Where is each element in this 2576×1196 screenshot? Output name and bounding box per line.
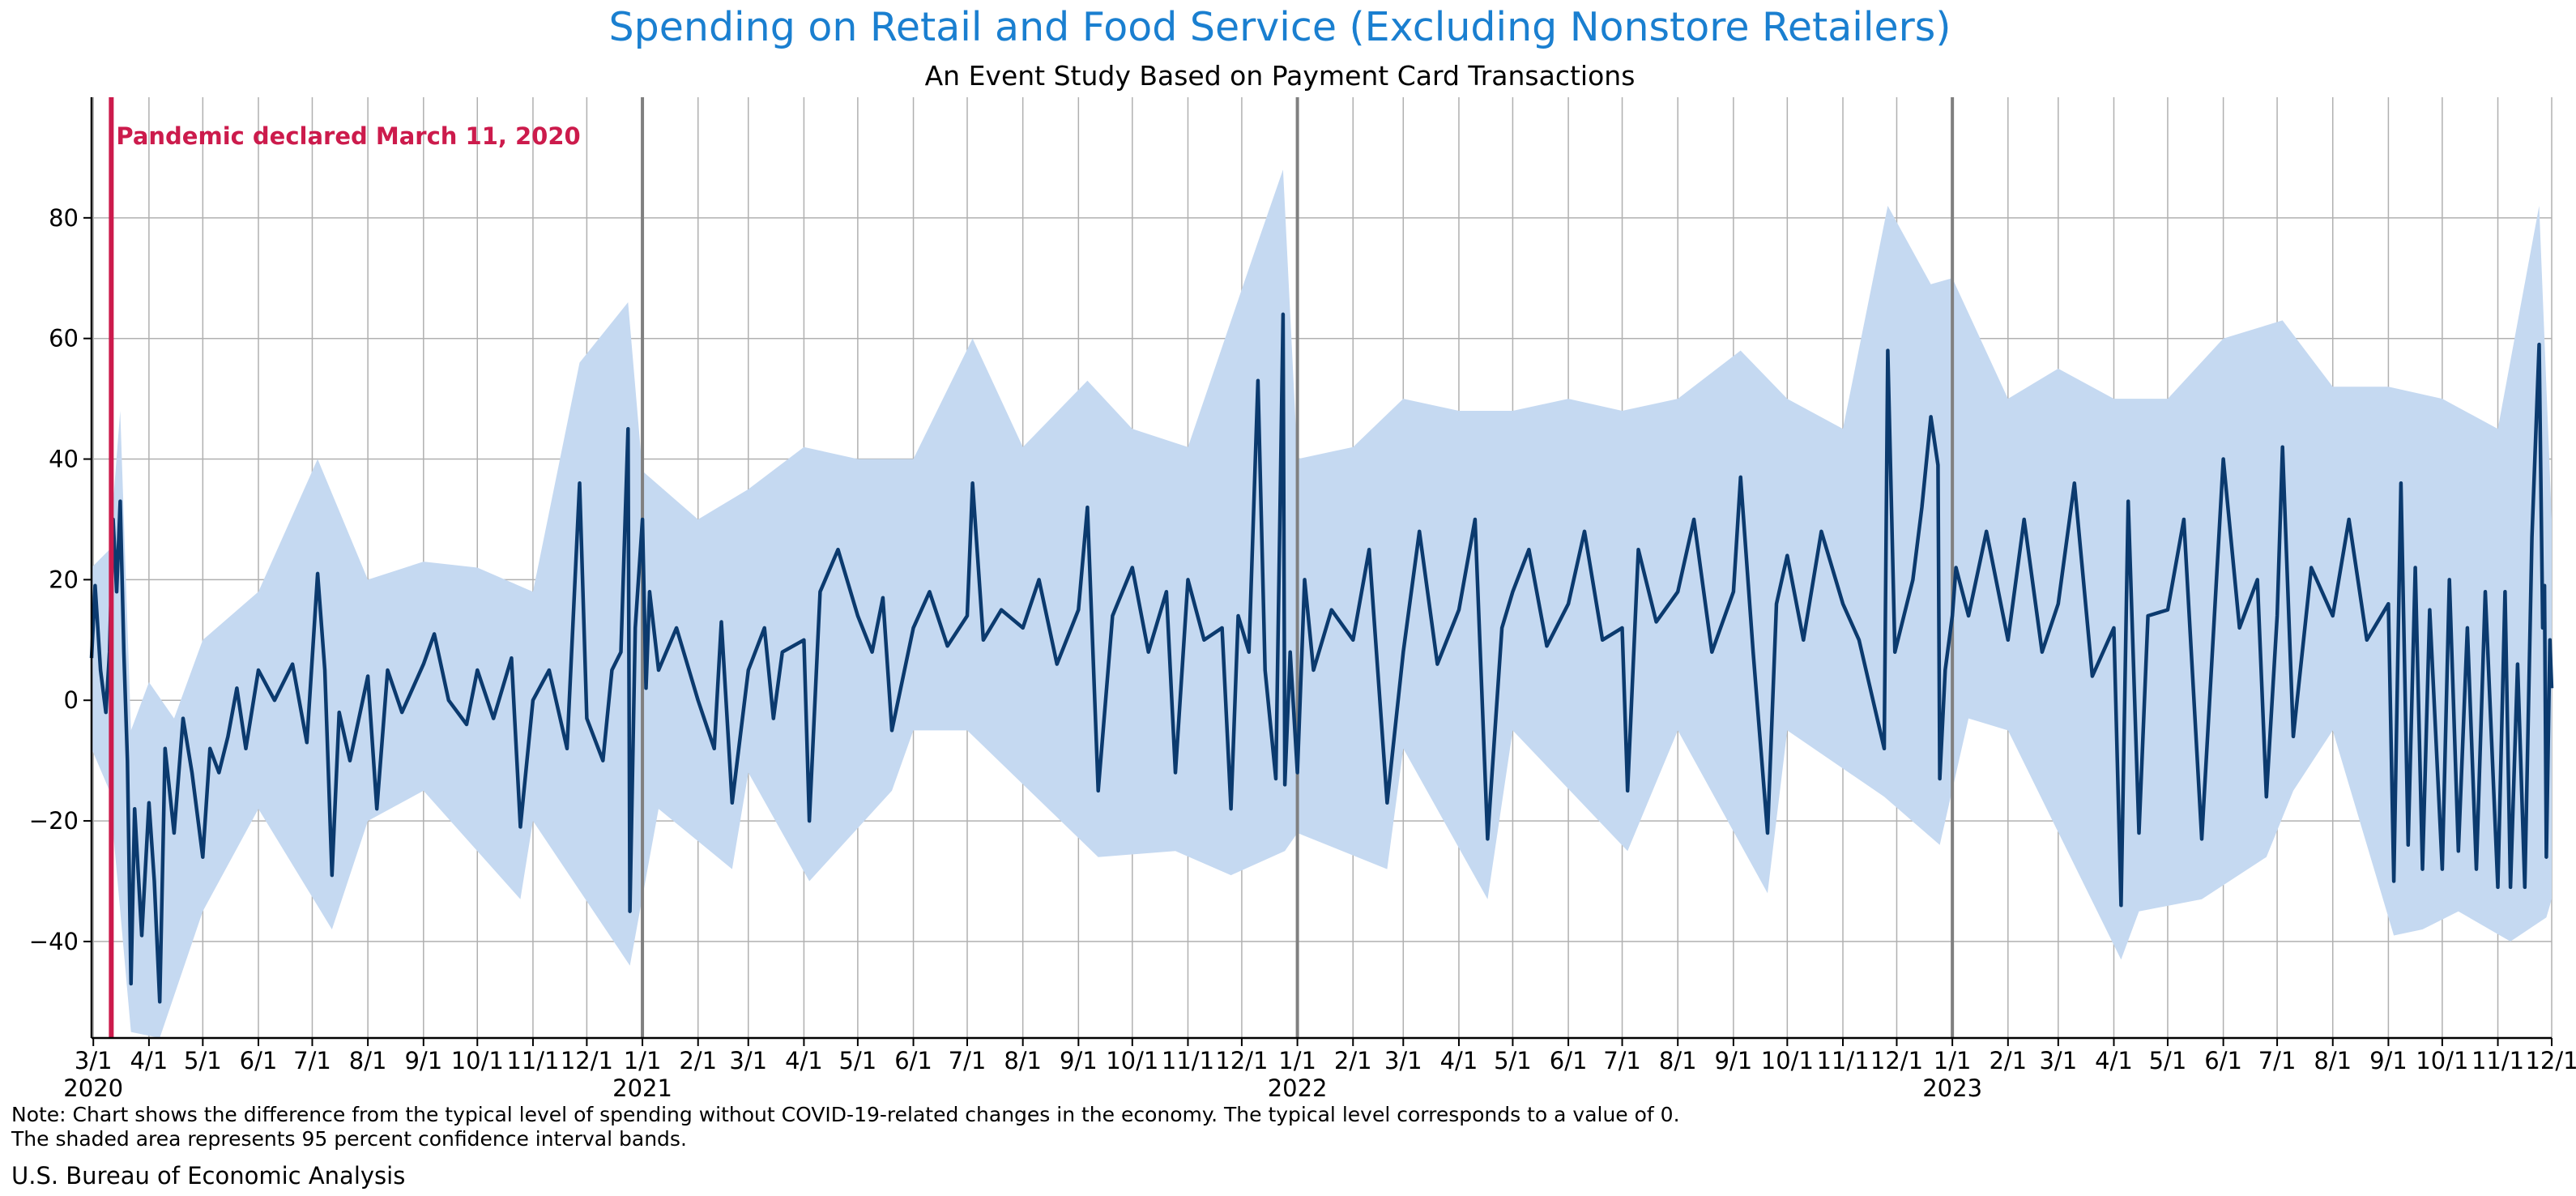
x-axis-ticks: 3/1 4/1 5/1 6/1 7/1 8/1 9/1 10/1 11/1 12/1 1/1 2/1 3… — [63, 1038, 2576, 1102]
x-tick-label: 7/1 — [2258, 1047, 2297, 1074]
x-year-label: 2022 — [1268, 1074, 1328, 1102]
x-tick-label: 11/1 — [2472, 1047, 2524, 1074]
x-tick-label: 5/1 — [1494, 1047, 1532, 1074]
x-tick-label: 4/1 — [1440, 1047, 1478, 1074]
x-tick-label: 12/1 — [561, 1047, 613, 1074]
footer-note-line-2: The shaded area represents 95 percent co… — [11, 1127, 687, 1151]
footer-source: U.S. Bureau of Economic Analysis — [11, 1162, 405, 1190]
y-tick-label: 20 — [49, 566, 79, 593]
chart-subtitle: An Event Study Based on Payment Card Tra… — [925, 60, 1636, 92]
x-tick-label: 4/1 — [130, 1047, 168, 1074]
y-tick-label: 80 — [49, 204, 79, 232]
y-tick-label: −20 — [29, 807, 79, 835]
y-tick-label: 60 — [49, 325, 79, 352]
x-year-label: 2023 — [1922, 1074, 1982, 1102]
x-tick-label: 9/1 — [1715, 1047, 1753, 1074]
x-tick-label: 3/1 — [75, 1047, 113, 1074]
x-tick-label: 7/1 — [293, 1047, 331, 1074]
spending-series-line — [89, 312, 2554, 1004]
x-tick-label: 10/1 — [451, 1047, 504, 1074]
x-tick-label: 9/1 — [2369, 1047, 2408, 1074]
x-tick-label: 6/1 — [1550, 1047, 1588, 1074]
x-tick-label: 10/1 — [1761, 1047, 1814, 1074]
y-tick-label: 0 — [64, 686, 79, 714]
y-axis-ticks: −40 −20 0 20 40 60 80 — [29, 204, 92, 955]
x-tick-label: 6/1 — [240, 1047, 278, 1074]
x-tick-label: 7/1 — [949, 1047, 987, 1074]
x-tick-label: 3/1 — [729, 1047, 767, 1074]
axes — [90, 97, 2552, 1040]
x-tick-label: 6/1 — [894, 1047, 932, 1074]
x-tick-label: 12/1 — [1870, 1047, 1923, 1074]
x-tick-label: 8/1 — [1659, 1047, 1697, 1074]
x-tick-label: 1/1 — [1278, 1047, 1316, 1074]
x-tick-label: 11/1 — [506, 1047, 559, 1074]
x-tick-label: 3/1 — [1384, 1047, 1422, 1074]
x-tick-label: 3/1 — [2039, 1047, 2077, 1074]
x-tick-label: 5/1 — [184, 1047, 222, 1074]
x-tick-label: 9/1 — [404, 1047, 442, 1074]
x-tick-label: 10/1 — [1106, 1047, 1158, 1074]
x-tick-label: 9/1 — [1060, 1047, 1098, 1074]
x-tick-label: 5/1 — [2149, 1047, 2187, 1074]
x-tick-label: 5/1 — [839, 1047, 877, 1074]
x-year-label: 2021 — [612, 1074, 672, 1102]
x-tick-label: 4/1 — [785, 1047, 823, 1074]
pandemic-event-label: Pandemic declared March 11, 2020 — [116, 122, 580, 150]
confidence-band — [92, 169, 2552, 1038]
y-tick-label: −40 — [29, 928, 79, 955]
x-tick-label: 10/1 — [2416, 1047, 2468, 1074]
x-tick-label: 7/1 — [1603, 1047, 1641, 1074]
x-tick-label: 8/1 — [1004, 1047, 1042, 1074]
x-tick-label: 1/1 — [624, 1047, 662, 1074]
x-tick-label: 12/1 — [1215, 1047, 1268, 1074]
chart-title: Spending on Retail and Food Service (Exc… — [609, 4, 1951, 50]
x-tick-label: 2/1 — [1334, 1047, 1372, 1074]
x-tick-label: 2/1 — [1989, 1047, 2027, 1074]
x-tick-label: 8/1 — [349, 1047, 387, 1074]
x-tick-label: 11/1 — [1162, 1047, 1214, 1074]
x-tick-label: 11/1 — [1816, 1047, 1869, 1074]
x-tick-label: 4/1 — [2095, 1047, 2133, 1074]
x-tick-label: 8/1 — [2314, 1047, 2352, 1074]
x-tick-label: 6/1 — [2204, 1047, 2242, 1074]
x-year-label: 2020 — [63, 1074, 123, 1102]
x-tick-label: 2/1 — [679, 1047, 717, 1074]
x-tick-label: 12/1 — [2525, 1047, 2576, 1074]
y-tick-label: 40 — [49, 446, 79, 473]
plot-area: Pandemic declared March 11, 2020 −40 −20 0… — [29, 97, 2576, 1102]
x-tick-label: 1/1 — [1934, 1047, 1972, 1074]
footer-note-line-1: Note: Chart shows the difference from th… — [11, 1103, 1680, 1126]
